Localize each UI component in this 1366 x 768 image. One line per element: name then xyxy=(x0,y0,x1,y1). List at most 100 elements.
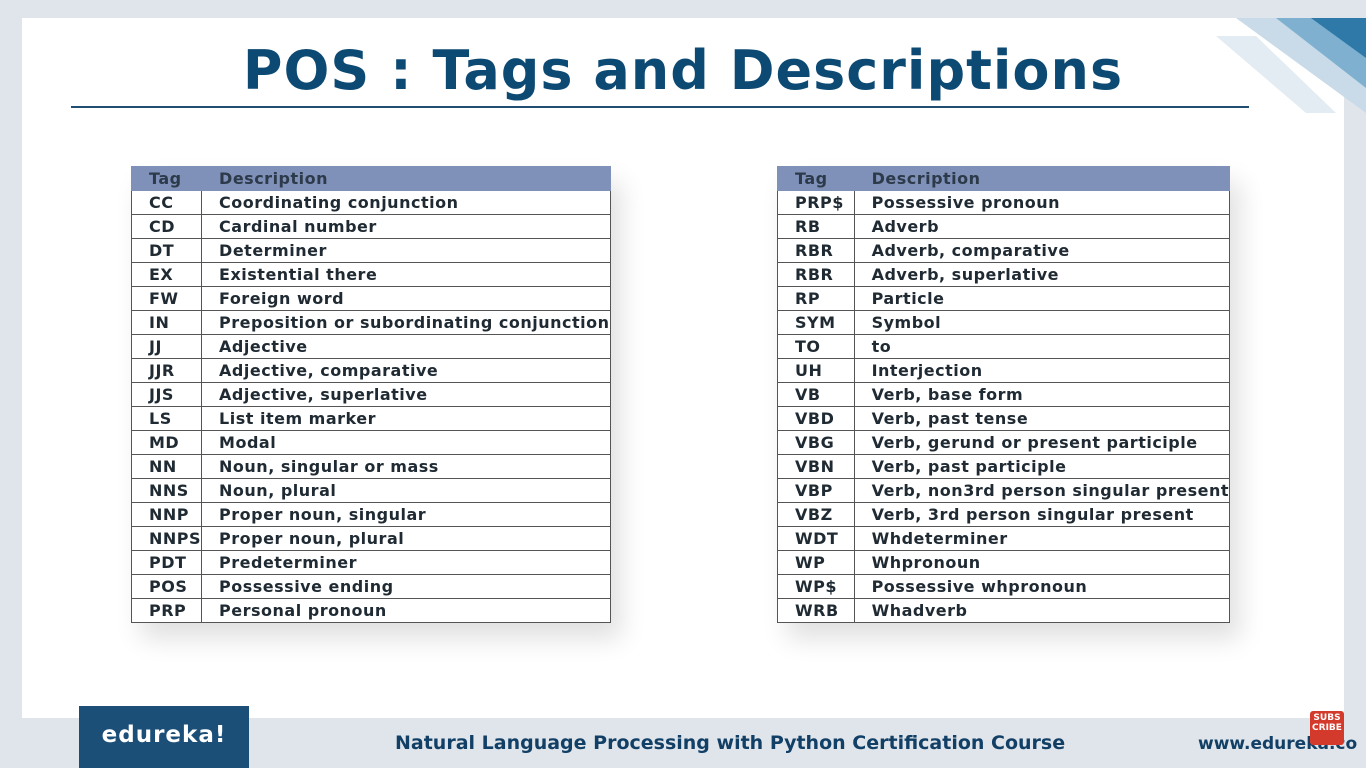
subscribe-button[interactable]: SUBS CRIBE xyxy=(1310,711,1344,745)
description-cell: Verb, base form xyxy=(853,382,1231,407)
table-row: RB Adverb xyxy=(777,214,1231,239)
table-row: CC Coordinating conjunction xyxy=(130,190,611,215)
description-cell: Possessive ending xyxy=(201,574,611,599)
description-cell: Adverb, comparative xyxy=(853,238,1231,263)
table-row: WP Whpronoun xyxy=(777,550,1231,575)
table-header-row: Tag Description xyxy=(777,166,1231,191)
description-cell: Cardinal number xyxy=(201,214,611,239)
table-row: VBP Verb, non3rd person singular present xyxy=(777,478,1231,503)
description-cell: Proper noun, singular xyxy=(201,502,611,527)
description-cell: Whadverb xyxy=(853,598,1231,623)
table-row: CD Cardinal number xyxy=(130,214,611,239)
table-row: JJR Adjective, comparative xyxy=(130,358,611,383)
description-cell: Verb, 3rd person singular present xyxy=(853,502,1231,527)
table-row: NNS Noun, plural xyxy=(130,478,611,503)
description-cell: Noun, singular or mass xyxy=(201,454,611,479)
tag-cell: WDT xyxy=(777,526,855,551)
tag-cell: IN xyxy=(130,310,203,335)
tag-cell: PRP$ xyxy=(777,190,855,215)
description-cell: Proper noun, plural xyxy=(201,526,611,551)
tag-cell: LS xyxy=(130,406,203,431)
description-cell: Noun, plural xyxy=(201,478,611,503)
description-cell: Verb, past tense xyxy=(853,406,1231,431)
tag-cell: UH xyxy=(777,358,855,383)
tag-cell: WP$ xyxy=(777,574,855,599)
tag-cell: TO xyxy=(777,334,855,359)
description-cell: Preposition or subordinating conjunction xyxy=(201,310,611,335)
table-row: JJS Adjective, superlative xyxy=(130,382,611,407)
table-row: PDT Predeterminer xyxy=(130,550,611,575)
tag-cell: RB xyxy=(777,214,855,239)
description-cell: Existential there xyxy=(201,262,611,287)
table-row: VBN Verb, past participle xyxy=(777,454,1231,479)
tag-cell: VB xyxy=(777,382,855,407)
tag-cell: PDT xyxy=(130,550,203,575)
description-cell: Adverb xyxy=(853,214,1231,239)
description-cell: Adjective xyxy=(201,334,611,359)
table-row: PRP Personal pronoun xyxy=(130,598,611,623)
tag-cell: CC xyxy=(130,190,203,215)
table-row: LS List item marker xyxy=(130,406,611,431)
description-cell: Possessive pronoun xyxy=(853,190,1231,215)
tag-cell: VBG xyxy=(777,430,855,455)
tag-cell: VBZ xyxy=(777,502,855,527)
column-header-tag: Tag xyxy=(130,166,203,191)
table-row: POS Possessive ending xyxy=(130,574,611,599)
table-row: IN Preposition or subordinating conjuncti… xyxy=(130,310,611,335)
table-row: VBD Verb, past tense xyxy=(777,406,1231,431)
tag-cell: VBP xyxy=(777,478,855,503)
table-row: DT Determiner xyxy=(130,238,611,263)
tag-cell: NN xyxy=(130,454,203,479)
description-cell: Whdeterminer xyxy=(853,526,1231,551)
description-cell: Personal pronoun xyxy=(201,598,611,623)
table-row: WP$ Possessive whpronoun xyxy=(777,574,1231,599)
tag-cell: RBR xyxy=(777,238,855,263)
description-cell: Adjective, superlative xyxy=(201,382,611,407)
table-row: VBZ Verb, 3rd person singular present xyxy=(777,502,1231,527)
description-cell: Whpronoun xyxy=(853,550,1231,575)
table-row: PRP$ Possessive pronoun xyxy=(777,190,1231,215)
description-cell: Modal xyxy=(201,430,611,455)
tag-cell: NNS xyxy=(130,478,203,503)
pos-table-left: Tag Description CC Coordinating conjuncti… xyxy=(130,166,611,623)
tag-cell: NNPS xyxy=(130,526,203,551)
corner-decoration-graphic xyxy=(1216,18,1366,113)
description-cell: Adjective, comparative xyxy=(201,358,611,383)
table-row: WRB Whadverb xyxy=(777,598,1231,623)
table-row: EX Existential there xyxy=(130,262,611,287)
description-cell: Adverb, superlative xyxy=(853,262,1231,287)
tag-cell: EX xyxy=(130,262,203,287)
table-row: VBG Verb, gerund or present participle xyxy=(777,430,1231,455)
pos-table-right: Tag Description PRP$ Possessive pronoun RB… xyxy=(777,166,1231,623)
description-cell: to xyxy=(853,334,1231,359)
column-header-tag: Tag xyxy=(777,166,855,191)
description-cell: Particle xyxy=(853,286,1231,311)
table-row: NNPS Proper noun, plural xyxy=(130,526,611,551)
tag-cell: JJR xyxy=(130,358,203,383)
tag-cell: JJS xyxy=(130,382,203,407)
tag-cell: RBR xyxy=(777,262,855,287)
table-row: SYM Symbol xyxy=(777,310,1231,335)
page-title: POS : Tags and Descriptions xyxy=(242,39,1124,102)
tag-cell: RP xyxy=(777,286,855,311)
logo-text: edureka! xyxy=(101,722,227,748)
description-cell: List item marker xyxy=(201,406,611,431)
table-row: JJ Adjective xyxy=(130,334,611,359)
tag-cell: SYM xyxy=(777,310,855,335)
tag-cell: WRB xyxy=(777,598,855,623)
table-row: NNP Proper noun, singular xyxy=(130,502,611,527)
table-row: NN Noun, singular or mass xyxy=(130,454,611,479)
tag-cell: POS xyxy=(130,574,203,599)
tag-cell: CD xyxy=(130,214,203,239)
course-title: Natural Language Processing with Python … xyxy=(395,732,1066,754)
tag-cell: MD xyxy=(130,430,203,455)
tag-cell: PRP xyxy=(130,598,203,623)
tag-cell: VBN xyxy=(777,454,855,479)
table-header-row: Tag Description xyxy=(130,166,611,191)
description-cell: Verb, gerund or present participle xyxy=(853,430,1231,455)
title-divider xyxy=(71,106,1249,108)
table-row: MD Modal xyxy=(130,430,611,455)
description-cell: Verb, non3rd person singular present xyxy=(853,478,1231,503)
table-row: UH Interjection xyxy=(777,358,1231,383)
tag-cell: VBD xyxy=(777,406,855,431)
